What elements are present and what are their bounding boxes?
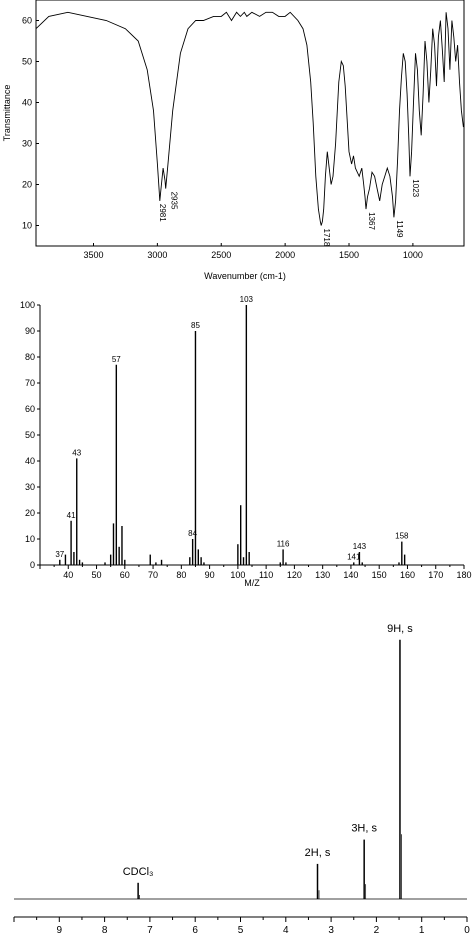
ms-peak-label: 57 xyxy=(112,355,121,364)
ms-y-tick-label: 80 xyxy=(25,352,35,362)
ir-peak-label: 1023 xyxy=(411,179,420,197)
ms-x-tick-label: 90 xyxy=(205,570,215,580)
ir-y-tick-label: 50 xyxy=(22,57,32,67)
ms-x-tick-label: 140 xyxy=(343,570,358,580)
ir-y-axis-label: Transmittance xyxy=(2,85,12,142)
ms-x-tick-label: 70 xyxy=(148,570,158,580)
ms-x-axis-label: M/Z xyxy=(244,578,260,588)
ms-peak-label: 85 xyxy=(191,321,200,330)
ir-y-tick-label: 40 xyxy=(22,98,32,108)
nmr-x-tick-label: 1 xyxy=(419,925,425,936)
nmr-peak-label: CDCl₃ xyxy=(123,866,154,878)
ms-x-tick-label: 160 xyxy=(400,570,415,580)
nmr-peak-label: 3H, s xyxy=(351,823,377,835)
nmr-x-tick-label: 5 xyxy=(238,925,244,936)
nmr-x-tick-label: 0 xyxy=(464,925,470,936)
nmr-peak-label: 2H, s xyxy=(305,847,331,859)
nmr-x-axis: 9 8 7 6 5 4 3 2 1 0 xyxy=(13,916,470,936)
ms-x-axis: 40 50 60 70 80 90 100 110 120 130 140 150 160 170 180 xyxy=(39,564,472,580)
ir-peak-label: 2981 xyxy=(158,204,167,222)
mass-spectrum-chart: 0 10 20 30 40 50 60 70 80 90 100 40 50 60 70 80 90 100 11… xyxy=(20,295,472,588)
ms-x-tick-label: 150 xyxy=(372,570,387,580)
ms-x-tick-label: 110 xyxy=(259,570,273,580)
ir-x-tick-label: 2500 xyxy=(211,250,231,260)
nmr-x-tick-label: 4 xyxy=(283,925,289,936)
ir-x-axis-label: Wavenumber (cm-1) xyxy=(204,271,286,281)
ms-x-tick-label: 100 xyxy=(230,570,245,580)
ms-x-tick-label: 120 xyxy=(287,570,302,580)
ms-x-tick-label: 170 xyxy=(428,570,443,580)
ms-y-tick-label: 60 xyxy=(25,404,35,414)
ir-peak-label: 1718 xyxy=(322,229,331,247)
ir-x-tick-label: 1000 xyxy=(403,250,423,260)
ms-x-tick-label: 50 xyxy=(92,570,102,580)
ms-peak-label: 103 xyxy=(240,295,254,304)
ir-peak-label: 2935 xyxy=(170,192,179,210)
ir-spectrum-chart: 10 20 30 40 50 60 3500 3000 2500 2000 1500 1000 29… xyxy=(2,0,465,281)
ir-plot-frame xyxy=(35,0,465,247)
ir-x-tick-label: 2000 xyxy=(275,250,295,260)
ms-peak-label: 41 xyxy=(67,511,76,520)
ms-y-tick-label: 100 xyxy=(20,300,35,310)
ir-y-tick-label: 10 xyxy=(22,221,32,231)
nmr-peak-label: 9H, s xyxy=(387,623,413,635)
ms-peak-label: 158 xyxy=(395,532,409,541)
ms-y-tick-label: 70 xyxy=(25,378,35,388)
ir-y-axis: 10 20 30 40 50 60 xyxy=(22,16,39,231)
ms-y-tick-label: 30 xyxy=(25,482,35,492)
ms-y-tick-label: 10 xyxy=(25,534,35,544)
ms-y-axis: 0 10 20 30 40 50 60 70 80 90 100 xyxy=(20,300,41,570)
ms-bars xyxy=(59,305,406,565)
ir-y-tick-label: 20 xyxy=(22,180,32,190)
nmr-peak-labels: CDCl₃ 2H, s 3H, s 9H, s xyxy=(123,623,414,878)
nmr-x-tick-label: 6 xyxy=(192,925,198,936)
ms-peak-label: 116 xyxy=(277,539,290,548)
nmr-trace xyxy=(14,639,467,900)
ms-peak-label: 141 xyxy=(347,552,361,561)
nmr-x-tick-label: 3 xyxy=(328,925,334,936)
ir-peak-label: 1367 xyxy=(367,212,376,230)
ir-y-tick-label: 30 xyxy=(22,139,32,149)
ms-y-tick-label: 20 xyxy=(25,508,35,518)
ir-trace-line xyxy=(35,11,464,226)
ms-x-tick-label: 40 xyxy=(63,570,73,580)
ms-peak-label: 143 xyxy=(353,542,367,551)
ms-x-tick-label: 80 xyxy=(176,570,186,580)
nmr-x-tick-label: 8 xyxy=(102,925,108,936)
ms-x-tick-label: 180 xyxy=(456,570,471,580)
ir-peak-label: 1149 xyxy=(395,220,404,238)
ms-x-tick-label: 130 xyxy=(315,570,330,580)
ms-y-tick-label: 50 xyxy=(25,430,35,440)
nmr-spectrum-chart: CDCl₃ 2H, s 3H, s 9H, s 9 8 7 6 5 4 3 2 1 0 xyxy=(13,623,470,936)
nmr-x-tick-label: 2 xyxy=(374,925,380,936)
ms-peak-label: 37 xyxy=(55,550,64,559)
ms-y-tick-label: 40 xyxy=(25,456,35,466)
nmr-x-tick-label: 7 xyxy=(147,925,153,936)
ms-x-tick-label: 60 xyxy=(120,570,130,580)
ms-peak-label: 43 xyxy=(72,448,81,457)
ms-y-tick-label: 90 xyxy=(25,326,35,336)
ms-peak-label: 84 xyxy=(188,529,197,538)
nmr-x-tick-label: 9 xyxy=(57,925,63,936)
ms-y-tick-label: 0 xyxy=(30,560,35,570)
ir-x-axis: 3500 3000 2500 2000 1500 1000 xyxy=(83,243,423,260)
ir-x-tick-label: 3000 xyxy=(147,250,167,260)
ir-x-tick-label: 3500 xyxy=(83,250,103,260)
ir-x-tick-label: 1500 xyxy=(339,250,359,260)
ir-y-tick-label: 60 xyxy=(22,16,32,26)
